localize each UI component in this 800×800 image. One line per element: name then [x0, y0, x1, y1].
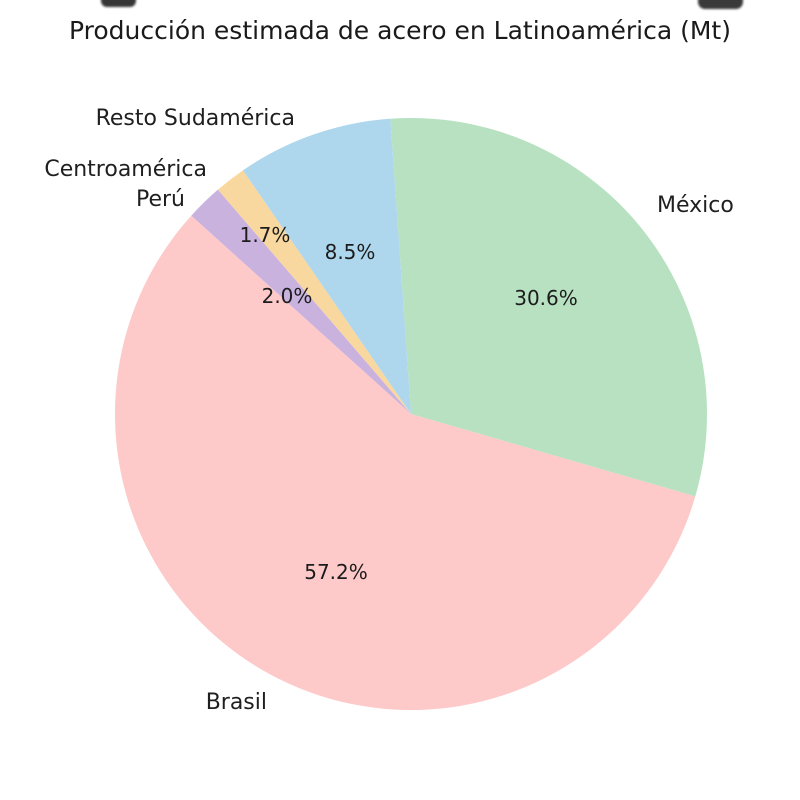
pie-slice-resto-sudamerica	[242, 118, 411, 414]
top-edge-artifact-left	[101, 0, 136, 7]
chart-title: Producción estimada de acero en Latinoam…	[69, 16, 731, 45]
slice-percent-centroamerica: 1.7%	[240, 223, 291, 247]
slice-label-resto-sudamerica: Resto Sudamérica	[96, 106, 295, 131]
pie-labels: México 30.6% Brasil 57.2% Perú 2.0% Centroamér…	[44, 106, 734, 715]
slice-label-centroamerica: Centroamérica	[44, 157, 207, 182]
slice-percent-resto-sudamerica: 8.5%	[325, 240, 376, 264]
pie-slice-mexico	[390, 117, 707, 497]
pie-slice-centroamerica	[217, 170, 411, 414]
pie-slices	[114, 117, 707, 711]
pie-slice-brasil	[114, 215, 696, 711]
pie-slice-peru	[191, 189, 411, 414]
slice-label-peru: Perú	[136, 187, 185, 212]
slice-percent-peru: 2.0%	[262, 284, 313, 308]
slice-percent-brasil: 57.2%	[304, 560, 368, 584]
slice-label-brasil: Brasil	[206, 690, 267, 715]
slice-label-mexico: México	[657, 193, 734, 218]
top-edge-artifact-right	[698, 0, 743, 9]
slice-percent-mexico: 30.6%	[514, 286, 578, 310]
